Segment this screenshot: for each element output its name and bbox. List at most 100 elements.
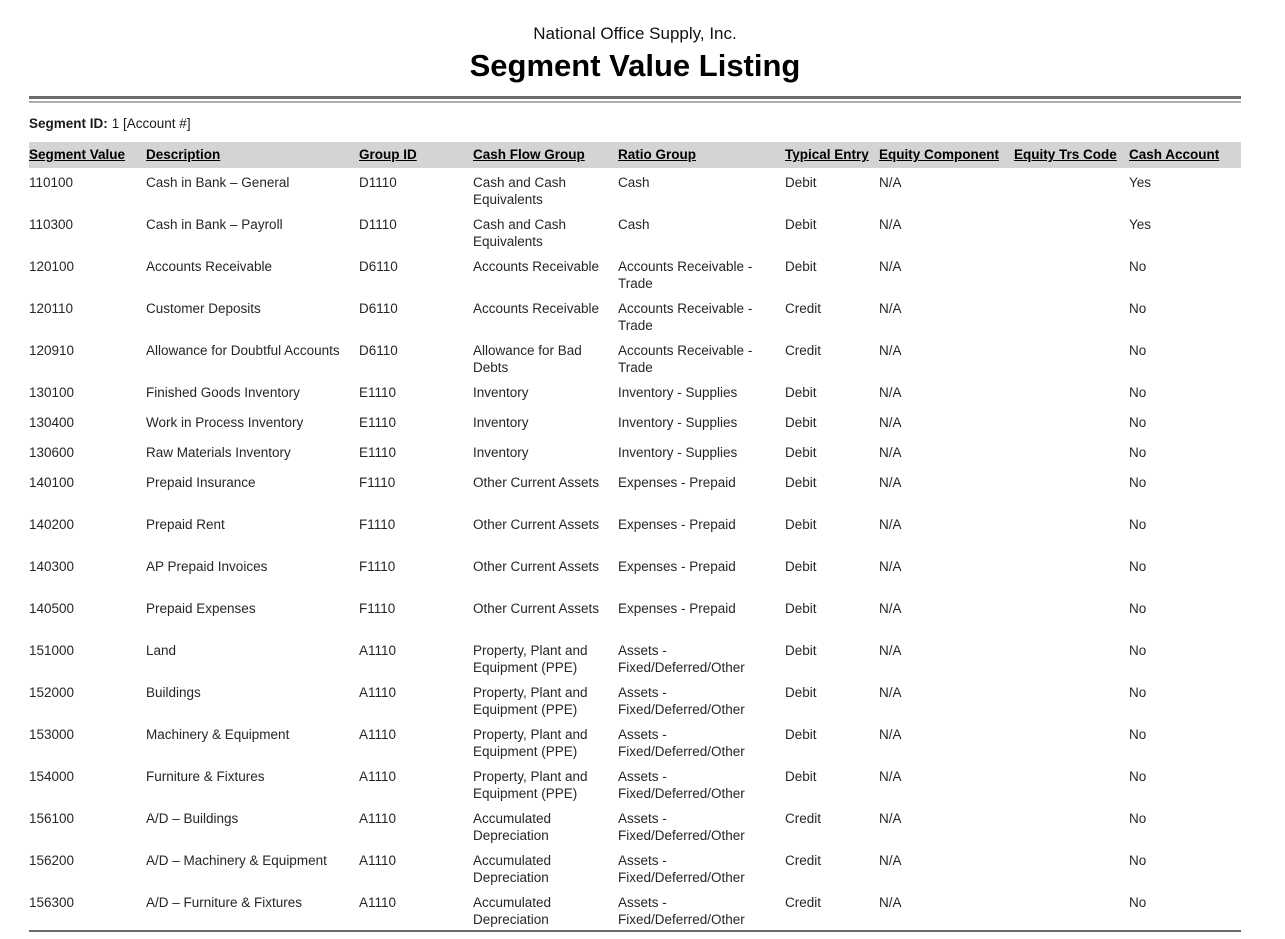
cell-equity-component: N/A — [879, 301, 902, 316]
cell-equity-trs-code — [1014, 336, 1129, 378]
cell-group-id: D6110 — [359, 343, 398, 358]
column-header-label: Equity Component — [879, 147, 999, 162]
cell-typical-entry: Debit — [785, 769, 817, 784]
cell-group-id: A1110 — [359, 643, 397, 658]
column-header-label: Group ID — [359, 147, 417, 162]
cell-group-id: A1110 — [359, 853, 397, 868]
column-header-label: Description — [146, 147, 221, 162]
cell-equity-trs-code — [1014, 252, 1129, 294]
cell-equity-component: N/A — [879, 517, 902, 532]
cell-cash-account: No — [1129, 385, 1147, 400]
column-header-label: Cash Account — [1129, 147, 1220, 162]
cell-cash-flow-group: Accumulated Depreciation — [473, 853, 552, 885]
column-header-label: Equity Trs Code — [1014, 147, 1117, 162]
cell-equity-trs-code — [1014, 438, 1129, 468]
cell-description: Work in Process Inventory — [146, 415, 304, 430]
cell-ratio-group: Expenses - Prepaid — [618, 517, 736, 532]
cell-description: AP Prepaid Invoices — [146, 559, 268, 574]
cell-typical-entry: Debit — [785, 643, 817, 658]
page-bottom-rule — [29, 930, 1241, 932]
cell-equity-trs-code — [1014, 804, 1129, 846]
cell-typical-entry: Debit — [785, 517, 817, 532]
column-header-typical-entry: Typical Entry — [785, 142, 879, 168]
cell-description: Prepaid Expenses — [146, 601, 256, 616]
table-row: 156300 A/D – Furniture & Fixtures A1110 Acc… — [29, 888, 1241, 930]
cell-equity-component: N/A — [879, 445, 902, 460]
table-row: 151000 Land A1110 Property, Plant and Equip… — [29, 636, 1241, 678]
column-header-cash-account: Cash Account — [1129, 142, 1241, 168]
cell-cash-flow-group: Accumulated Depreciation — [473, 811, 552, 843]
cell-cash-flow-group: Property, Plant and Equipment (PPE) — [473, 727, 588, 759]
cell-equity-component: N/A — [879, 259, 902, 274]
cell-segment-value: 151000 — [29, 643, 75, 658]
cell-cash-account: No — [1129, 517, 1147, 532]
cell-typical-entry: Debit — [785, 217, 817, 232]
cell-ratio-group: Assets - Fixed/Deferred/Other — [618, 685, 745, 717]
table-row: 110100 Cash in Bank – General D1110 Cash an… — [29, 168, 1241, 210]
cell-group-id: E1110 — [359, 415, 397, 430]
cell-cash-flow-group: Other Current Assets — [473, 475, 600, 490]
cell-cash-account: Yes — [1129, 175, 1152, 190]
cell-typical-entry: Credit — [785, 853, 822, 868]
cell-cash-account: No — [1129, 601, 1147, 616]
cell-cash-flow-group: Other Current Assets — [473, 517, 600, 532]
cell-cash-account: No — [1129, 343, 1147, 358]
report-header: National Office Supply, Inc. Segment Val… — [29, 0, 1241, 84]
cell-equity-trs-code — [1014, 294, 1129, 336]
cell-ratio-group: Cash — [618, 217, 650, 232]
cell-typical-entry: Debit — [785, 445, 817, 460]
cell-cash-flow-group: Other Current Assets — [473, 559, 600, 574]
cell-segment-value: 120100 — [29, 259, 75, 274]
cell-description: Allowance for Doubtful Accounts — [146, 343, 340, 358]
cell-description: Prepaid Insurance — [146, 475, 256, 490]
column-header-label: Typical Entry — [785, 147, 869, 162]
cell-cash-account: No — [1129, 415, 1147, 430]
cell-cash-account: No — [1129, 445, 1147, 460]
cell-cash-flow-group: Inventory — [473, 385, 529, 400]
cell-description: Furniture & Fixtures — [146, 769, 265, 784]
page-title: Segment Value Listing — [469, 48, 801, 83]
cell-equity-trs-code — [1014, 168, 1129, 210]
segment-id-value: 1 [Account #] — [111, 116, 191, 131]
cell-group-id: F1110 — [359, 475, 396, 490]
cell-segment-value: 140300 — [29, 559, 75, 574]
cell-group-id: A1110 — [359, 769, 397, 784]
cell-description: Buildings — [146, 685, 201, 700]
cell-group-id: E1110 — [359, 445, 397, 460]
cell-equity-trs-code — [1014, 846, 1129, 888]
cell-cash-flow-group: Inventory — [473, 415, 529, 430]
table-row: 130400 Work in Process Inventory E1110 Inve… — [29, 408, 1241, 438]
cell-ratio-group: Accounts Receivable - Trade — [618, 259, 753, 291]
cell-cash-flow-group: Property, Plant and Equipment (PPE) — [473, 769, 588, 801]
column-header-segment-value: Segment Value — [29, 142, 146, 168]
cell-equity-component: N/A — [879, 601, 902, 616]
cell-cash-flow-group: Accounts Receivable — [473, 259, 600, 274]
column-header-ratio-group: Ratio Group — [618, 142, 785, 168]
cell-equity-component: N/A — [879, 559, 902, 574]
cell-group-id: A1110 — [359, 811, 397, 826]
cell-group-id: D6110 — [359, 301, 398, 316]
table-row: 140300 AP Prepaid Invoices F1110 Other Curr… — [29, 552, 1241, 594]
cell-description: Finished Goods Inventory — [146, 385, 300, 400]
cell-group-id: A1110 — [359, 727, 397, 742]
cell-equity-component: N/A — [879, 853, 902, 868]
table-row: 120100 Accounts Receivable D6110 Accounts R… — [29, 252, 1241, 294]
cell-ratio-group: Assets - Fixed/Deferred/Other — [618, 727, 745, 759]
cell-segment-value: 140500 — [29, 601, 75, 616]
cell-ratio-group: Assets - Fixed/Deferred/Other — [618, 811, 745, 843]
cell-cash-flow-group: Cash and Cash Equivalents — [473, 217, 567, 249]
title-separator-rule — [29, 96, 1241, 103]
cell-group-id: F1110 — [359, 601, 396, 616]
cell-typical-entry: Debit — [785, 259, 817, 274]
cell-typical-entry: Debit — [785, 475, 817, 490]
cell-cash-flow-group: Accounts Receivable — [473, 301, 600, 316]
cell-typical-entry: Credit — [785, 343, 822, 358]
cell-typical-entry: Debit — [785, 685, 817, 700]
cell-group-id: D1110 — [359, 217, 397, 232]
cell-equity-trs-code — [1014, 468, 1129, 510]
cell-equity-trs-code — [1014, 594, 1129, 636]
cell-equity-component: N/A — [879, 727, 902, 742]
cell-group-id: F1110 — [359, 517, 396, 532]
cell-description: Cash in Bank – Payroll — [146, 217, 283, 232]
column-header-label: Ratio Group — [618, 147, 696, 162]
